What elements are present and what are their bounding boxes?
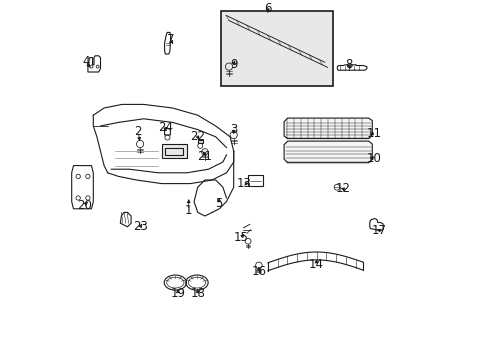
Polygon shape xyxy=(284,141,371,163)
Text: 10: 10 xyxy=(366,152,381,165)
Text: 8: 8 xyxy=(345,58,352,71)
Text: 1: 1 xyxy=(184,204,192,217)
Bar xyxy=(221,11,332,86)
Text: 14: 14 xyxy=(308,258,324,271)
Text: 20: 20 xyxy=(77,199,92,212)
Text: 6: 6 xyxy=(264,3,271,15)
Polygon shape xyxy=(284,118,371,139)
Text: 22: 22 xyxy=(190,130,205,143)
Text: 13: 13 xyxy=(237,177,251,190)
Text: 17: 17 xyxy=(371,224,386,237)
Text: 21: 21 xyxy=(197,150,212,163)
Text: 12: 12 xyxy=(335,183,350,195)
Polygon shape xyxy=(162,144,186,158)
Text: 23: 23 xyxy=(132,220,147,233)
Text: 11: 11 xyxy=(366,127,381,140)
Text: 24: 24 xyxy=(158,121,172,134)
Text: 7: 7 xyxy=(166,33,174,46)
Text: 15: 15 xyxy=(233,231,248,244)
Bar xyxy=(247,175,262,186)
Text: 9: 9 xyxy=(229,58,237,71)
Text: 5: 5 xyxy=(215,197,223,210)
Text: 18: 18 xyxy=(190,287,205,300)
Text: 16: 16 xyxy=(251,265,266,278)
Text: 2: 2 xyxy=(134,125,142,138)
Polygon shape xyxy=(197,140,203,143)
Text: 4: 4 xyxy=(82,55,90,68)
Text: 19: 19 xyxy=(170,287,185,300)
Text: 3: 3 xyxy=(229,123,237,136)
